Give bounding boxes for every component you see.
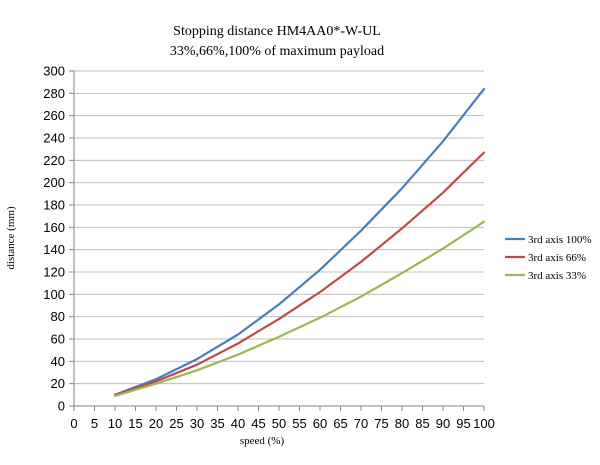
y-tick-label: 180 (43, 198, 65, 213)
y-tick-label: 300 (43, 64, 65, 79)
x-tick-label: 25 (169, 416, 183, 431)
x-tick-label: 95 (456, 416, 470, 431)
y-tick-label: 80 (51, 309, 65, 324)
y-tick-label: 60 (51, 332, 65, 347)
x-tick-label: 90 (436, 416, 450, 431)
x-tick-label: 100 (473, 416, 495, 431)
x-tick-label: 55 (292, 416, 306, 431)
x-tick-label: 60 (313, 416, 327, 431)
chart-title: Stopping distance HM4AA0*-W-UL (173, 24, 381, 39)
y-tick-label: 140 (43, 242, 65, 257)
y-tick-labels: 0 20 40 60 80 100 120 140 160 180 200 220 240 260 280 3… (43, 64, 65, 414)
legend: 3rd axis 100% 3rd axis 66% 3rd axis 33% (505, 234, 592, 282)
x-tick-label: 70 (354, 416, 368, 431)
series-line-3 (113, 220, 486, 397)
y-tick-label: 20 (51, 376, 65, 391)
y-tick-label: 120 (43, 265, 65, 280)
x-tick-label: 45 (251, 416, 265, 431)
y-tick-label: 100 (43, 287, 65, 302)
x-tick-labels: 0 5 10 15 20 25 30 35 40 45 50 55 60 65 70 75 80 85 90 95 10… (70, 416, 494, 431)
x-tick-label: 5 (91, 416, 98, 431)
y-axis-title: distance (mm) (5, 206, 17, 270)
chart-subtitle: 33%,66%,100% of maximum payload (170, 44, 384, 59)
series-line-1 (113, 87, 486, 396)
y-tick-label: 0 (58, 399, 65, 414)
y-tick-label: 260 (43, 108, 65, 123)
x-tick-label: 30 (190, 416, 204, 431)
legend-label: 3rd axis 100% (528, 234, 592, 246)
legend-label: 3rd axis 66% (528, 252, 586, 264)
y-tick-label: 220 (43, 153, 65, 168)
x-tick-label: 75 (374, 416, 388, 431)
x-tick-label: 50 (272, 416, 286, 431)
y-tick-label: 160 (43, 220, 65, 235)
legend-label: 3rd axis 33% (528, 270, 586, 282)
x-tick-label: 35 (210, 416, 224, 431)
y-tick-label: 240 (43, 131, 65, 146)
y-tick-label: 40 (51, 354, 65, 369)
x-tick-label: 15 (128, 416, 142, 431)
axes (73, 71, 485, 411)
series-lines (113, 87, 486, 397)
x-tick-label: 0 (70, 416, 77, 431)
x-tick-label: 10 (108, 416, 122, 431)
y-tick-label: 280 (43, 86, 65, 101)
y-tick-label: 200 (43, 175, 65, 190)
x-tick-label: 65 (333, 416, 347, 431)
grid-lines (69, 70, 484, 407)
series-line-2 (113, 151, 486, 396)
x-tick-label: 85 (415, 416, 429, 431)
x-tick-label: 80 (395, 416, 409, 431)
x-axis-title: speed (%) (240, 435, 285, 447)
x-tick-label: 40 (231, 416, 245, 431)
x-tick-label: 20 (149, 416, 163, 431)
